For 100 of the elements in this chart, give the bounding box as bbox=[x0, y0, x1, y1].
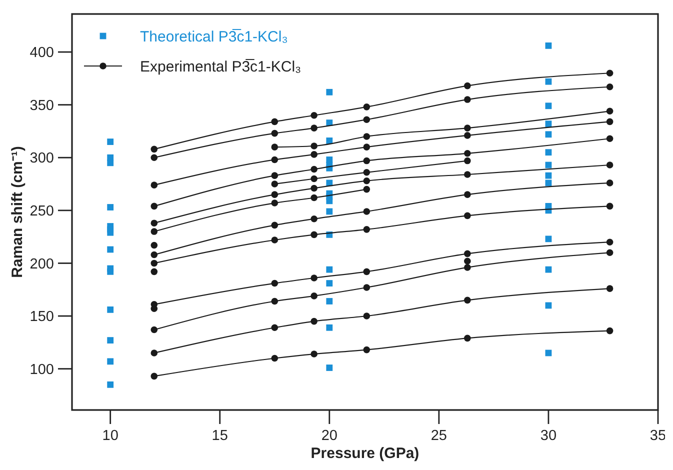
point bbox=[326, 280, 333, 286]
point bbox=[271, 222, 278, 229]
x-tick-label: 30 bbox=[540, 428, 557, 444]
point bbox=[464, 250, 471, 258]
point bbox=[271, 130, 278, 137]
point bbox=[271, 354, 278, 362]
point bbox=[107, 358, 114, 365]
point bbox=[150, 268, 158, 276]
point bbox=[310, 350, 318, 358]
point bbox=[464, 258, 471, 265]
point bbox=[363, 133, 370, 140]
point bbox=[545, 236, 552, 242]
point bbox=[107, 246, 114, 253]
point bbox=[150, 242, 158, 249]
point bbox=[310, 142, 318, 150]
point bbox=[107, 381, 114, 388]
point bbox=[310, 124, 318, 132]
point bbox=[310, 194, 318, 202]
point bbox=[606, 327, 614, 334]
point bbox=[464, 264, 471, 271]
legend-label: Experimental P3̅c1-KCl₃ bbox=[140, 58, 302, 76]
point bbox=[363, 157, 370, 164]
point bbox=[271, 172, 278, 179]
point bbox=[606, 202, 614, 210]
point bbox=[464, 191, 471, 198]
point bbox=[150, 372, 158, 380]
point bbox=[271, 298, 278, 305]
point bbox=[107, 337, 114, 344]
point bbox=[326, 298, 333, 304]
point bbox=[363, 104, 370, 110]
point bbox=[150, 350, 158, 356]
point bbox=[271, 156, 278, 164]
point bbox=[464, 132, 471, 139]
point bbox=[545, 149, 552, 156]
point bbox=[310, 231, 318, 238]
point bbox=[606, 108, 614, 115]
point bbox=[310, 112, 318, 119]
point bbox=[363, 169, 370, 176]
point bbox=[107, 268, 114, 275]
point bbox=[606, 285, 614, 292]
point bbox=[363, 312, 370, 320]
point bbox=[363, 208, 370, 215]
point bbox=[606, 162, 614, 168]
point bbox=[271, 324, 278, 332]
point bbox=[464, 171, 471, 178]
point bbox=[606, 180, 614, 186]
point bbox=[363, 268, 370, 276]
y-axis-title: Raman shift (cm⁻¹) bbox=[9, 146, 26, 278]
point bbox=[464, 82, 471, 90]
point bbox=[107, 138, 114, 145]
point bbox=[326, 88, 333, 96]
point bbox=[271, 280, 278, 287]
point bbox=[150, 305, 158, 312]
point bbox=[464, 334, 471, 342]
point bbox=[271, 118, 278, 126]
point bbox=[150, 260, 158, 267]
point bbox=[271, 144, 278, 150]
point bbox=[326, 364, 333, 371]
x-tick-label: 25 bbox=[430, 428, 448, 444]
y-tick-label: 400 bbox=[30, 45, 54, 62]
point bbox=[363, 284, 370, 291]
point bbox=[464, 296, 471, 304]
y-tick-label: 250 bbox=[30, 203, 54, 220]
y-tick-label: 100 bbox=[30, 362, 54, 378]
point bbox=[310, 184, 318, 192]
legend-label: Theoretical P3̅c1-KCl₃ bbox=[140, 28, 288, 46]
point bbox=[464, 96, 471, 103]
point bbox=[545, 266, 552, 273]
point bbox=[150, 251, 158, 258]
x-axis-title: Pressure (GPa) bbox=[310, 445, 420, 462]
point bbox=[310, 274, 318, 282]
y-tick-label: 200 bbox=[30, 256, 54, 272]
x-tick-label: 10 bbox=[102, 428, 118, 444]
point bbox=[464, 150, 471, 157]
point bbox=[545, 120, 552, 128]
point bbox=[107, 229, 114, 236]
point bbox=[464, 212, 471, 220]
point bbox=[150, 202, 158, 210]
x-tick-label: 15 bbox=[212, 428, 228, 444]
point bbox=[363, 346, 370, 354]
point bbox=[606, 118, 614, 126]
point bbox=[107, 204, 114, 210]
point bbox=[545, 131, 552, 138]
point bbox=[326, 266, 333, 273]
point bbox=[326, 138, 333, 144]
point bbox=[310, 166, 318, 173]
point bbox=[363, 226, 370, 233]
point bbox=[326, 208, 333, 215]
point bbox=[310, 175, 318, 182]
point bbox=[271, 191, 278, 198]
point bbox=[310, 151, 318, 158]
point bbox=[310, 318, 318, 325]
point bbox=[606, 238, 614, 246]
point bbox=[606, 249, 614, 256]
point bbox=[363, 116, 370, 123]
point bbox=[271, 200, 278, 206]
point bbox=[363, 186, 370, 193]
point bbox=[271, 236, 278, 244]
point bbox=[606, 83, 614, 90]
point bbox=[150, 182, 158, 188]
